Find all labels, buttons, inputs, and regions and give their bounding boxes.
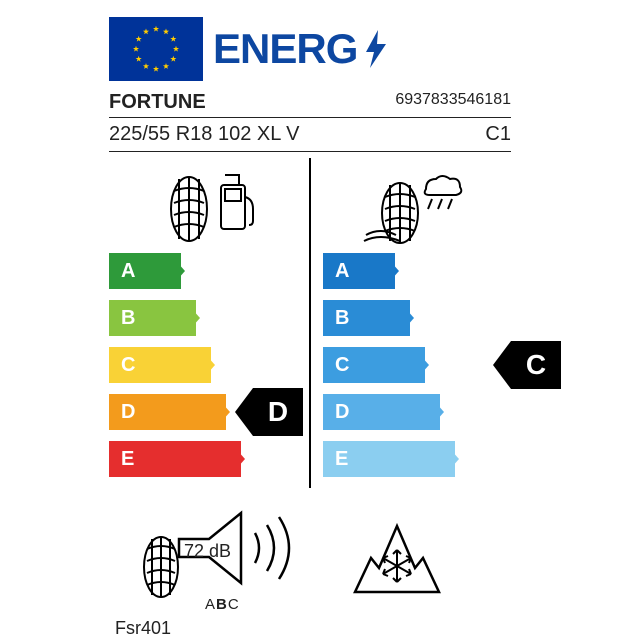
vehicle-class: C1: [485, 123, 511, 146]
brand-row: FORTUNE 6937833546181: [109, 91, 511, 114]
grade-bar-e: E: [323, 441, 455, 477]
grade-bar-e: E: [109, 441, 241, 477]
snow-icon: [349, 512, 445, 598]
noise-icon: 72 dB: [109, 505, 309, 605]
noise-class-scale: ABC: [205, 596, 240, 613]
ean-code: 6937833546181: [395, 91, 511, 114]
model-name: Fsr401: [115, 618, 171, 639]
grade-bar-a: A: [109, 253, 241, 289]
grade-bar-b: B: [323, 300, 455, 336]
brand-name: FORTUNE: [109, 91, 206, 114]
grade-bar-d: D: [109, 394, 241, 430]
grade-bar-c: C: [323, 347, 455, 383]
fuel-efficiency-column: ABCDE D: [109, 158, 311, 488]
grade-bar-c: C: [109, 347, 241, 383]
noise-db-value: 72 dB: [184, 541, 231, 562]
noise-class-active: B: [216, 596, 228, 613]
energy-label: ENERG FORTUNE 6937833546181 225/55 R18 1…: [0, 0, 640, 640]
wet-rating-marker: C: [511, 341, 561, 389]
wet-grip-column: ABCDE C: [311, 158, 511, 488]
fuel-rating-marker: D: [253, 388, 303, 436]
header: ENERG: [109, 17, 511, 81]
grade-bar-a: A: [323, 253, 455, 289]
fuel-efficiency-icon: [109, 168, 309, 248]
eu-flag-icon: [109, 17, 203, 81]
tyre-size: 225/55 R18 102 XL V: [109, 123, 300, 146]
size-row: 225/55 R18 102 XL V C1: [109, 117, 511, 152]
fuel-bars: ABCDE: [109, 253, 241, 488]
energy-title: ENERG: [213, 25, 394, 73]
grade-bar-b: B: [109, 300, 241, 336]
bottom-row: 72 dB: [109, 505, 511, 605]
wet-grip-icon: [311, 168, 511, 248]
ratings-area: ABCDE D: [109, 158, 511, 488]
grade-bar-d: D: [323, 394, 455, 430]
wet-bars: ABCDE: [323, 253, 455, 488]
label-card: ENERG FORTUNE 6937833546181 225/55 R18 1…: [109, 17, 511, 488]
